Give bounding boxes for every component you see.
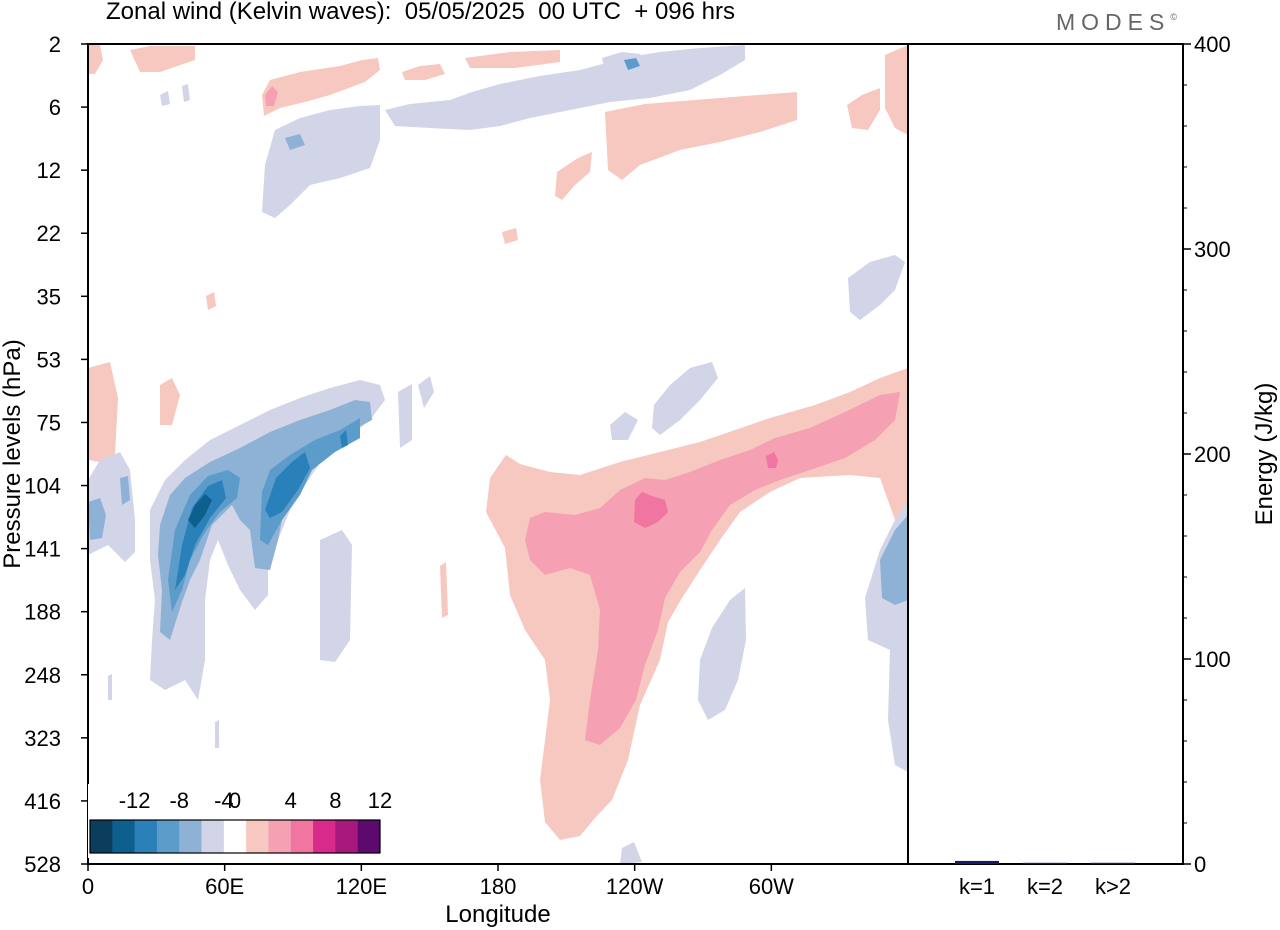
colorbar-swatch <box>201 820 225 853</box>
contour-positive-strong <box>634 452 778 528</box>
contour-field <box>88 45 908 864</box>
colorbar-swatch <box>156 820 180 853</box>
energy-category-label: k=2 <box>1027 874 1063 899</box>
colorbar-swatch <box>335 820 359 853</box>
colorbar-tick-label: 0 <box>229 788 241 813</box>
energy-tick-label: 0 <box>1194 852 1206 877</box>
contour-negative-strong <box>168 58 640 612</box>
brand-mark: © <box>1170 12 1177 22</box>
colorbar-swatch <box>112 820 136 853</box>
brand-text: MODES <box>1056 9 1171 35</box>
y-tick-label: 75 <box>37 410 61 435</box>
chart-title: Zonal wind (Kelvin waves): 05/05/2025 00… <box>106 0 735 25</box>
x-tick-label: 60E <box>205 874 244 899</box>
energy-category-label: k=1 <box>959 874 995 899</box>
colorbar-tick-label: -12 <box>119 788 151 813</box>
energy-tick-label: 100 <box>1194 647 1231 672</box>
colorbar-swatch <box>223 820 247 853</box>
colorbar-swatch <box>179 820 203 853</box>
energy-axis-ticks: 0 100 200 300 400 <box>1183 32 1231 877</box>
colorbar-swatch <box>268 820 292 853</box>
colorbar-swatch <box>90 820 113 853</box>
x-tick-label: 120E <box>336 874 387 899</box>
colorbar-frame <box>89 819 381 854</box>
y-tick-label: 53 <box>37 347 61 372</box>
y-tick-label: 12 <box>37 158 61 183</box>
colorbar-swatch <box>290 820 314 853</box>
brand-logo: MODES© <box>1056 9 1177 36</box>
x-tick-label: 120W <box>606 874 664 899</box>
colorbar-tick-label: -8 <box>169 788 189 813</box>
energy-plot-frame <box>907 43 1184 865</box>
y-tick-label: 2 <box>49 32 61 57</box>
x-axis-label: Longitude <box>445 901 550 928</box>
y-tick-label: 188 <box>24 600 61 625</box>
colorbar-tick-label: 12 <box>368 788 392 813</box>
x-tick-label: 180 <box>480 874 517 899</box>
colorbar-swatch <box>246 820 269 853</box>
y-tick-label: 248 <box>24 663 61 688</box>
x-axis-ticks: 0 60E 120E 180 120W 60W <box>82 864 794 899</box>
energy-tick-label: 400 <box>1194 32 1231 57</box>
colorbar-swatch <box>357 820 381 853</box>
contour-positive-medium <box>265 86 900 745</box>
energy-category-label: k>2 <box>1095 874 1131 899</box>
energy-tick-label: 200 <box>1194 442 1231 467</box>
y-tick-label: 104 <box>24 474 61 499</box>
colorbar: -12 -8 -40 4 8 12 <box>88 784 392 858</box>
colorbar-swatch <box>313 820 336 853</box>
contour-negative-core <box>175 430 348 590</box>
energy-bar <box>1091 862 1135 864</box>
energy-bar <box>1023 862 1067 864</box>
contour-negative-medium <box>88 134 908 640</box>
x-tick-label: 60W <box>749 874 794 899</box>
x-tick-label: 0 <box>82 874 94 899</box>
y-tick-label: 6 <box>49 95 61 120</box>
colorbar-swatch <box>134 820 158 853</box>
energy-bars: k=1 k=2 k>2 <box>955 860 1135 899</box>
contour-negative-extreme <box>188 494 212 528</box>
y-tick-label: 35 <box>37 284 61 309</box>
y-tick-label: 528 <box>24 852 61 877</box>
y-tick-label: 416 <box>24 789 61 814</box>
energy-bar <box>955 860 999 864</box>
colorbar-tick-label: 4 <box>285 788 297 813</box>
y-tick-label: 141 <box>24 537 61 562</box>
y-tick-label: 22 <box>37 221 61 246</box>
y-axis-ticks: 2 6 12 22 35 53 75 104 141 188 248 323 416 528 <box>24 32 88 877</box>
colorbar-tick-label: 8 <box>329 788 341 813</box>
colorbar-tick-label: -4 <box>214 788 234 813</box>
energy-axis-label: Energy (J/kg) <box>1251 383 1278 526</box>
y-axis-label: Pressure levels (hPa) <box>0 339 26 568</box>
energy-tick-label: 300 <box>1194 237 1231 262</box>
y-tick-label: 323 <box>24 726 61 751</box>
